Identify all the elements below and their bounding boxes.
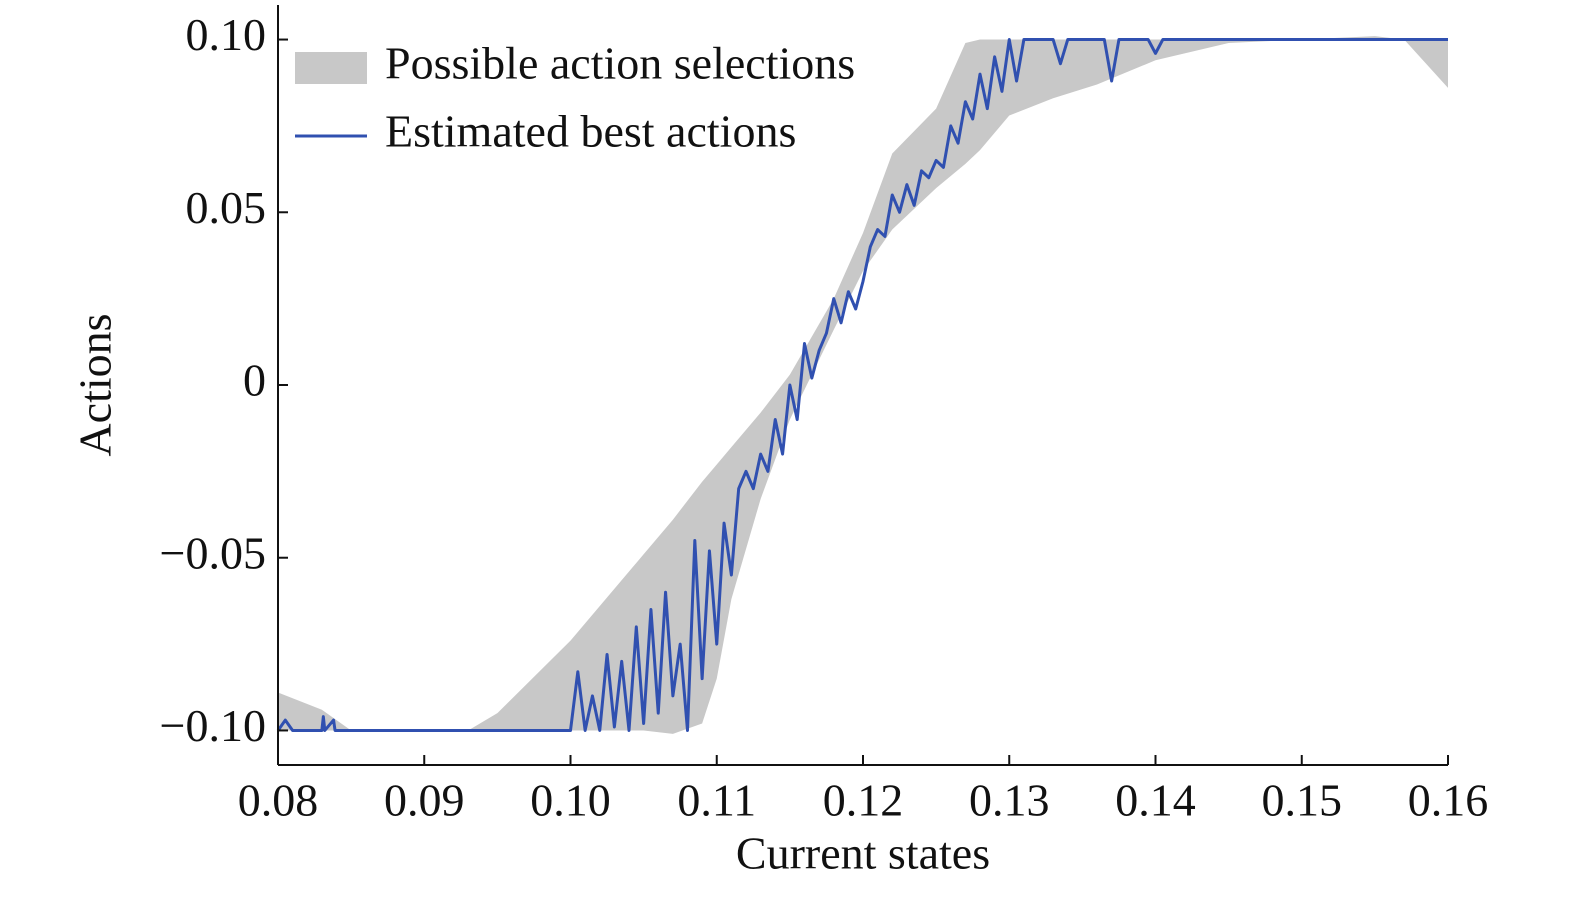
y-tick-label: −0.05 bbox=[160, 527, 266, 578]
x-tick-label: 0.14 bbox=[1115, 775, 1196, 826]
legend-label: Estimated best actions bbox=[385, 106, 796, 157]
x-tick-label: 0.12 bbox=[823, 775, 904, 826]
y-tick-label: 0.10 bbox=[186, 9, 267, 60]
x-tick-label: 0.10 bbox=[530, 775, 611, 826]
x-axis-label: Current states bbox=[736, 828, 990, 879]
legend-label: Possible action selections bbox=[385, 38, 855, 89]
best-action-line bbox=[276, 38, 1448, 732]
x-tick-label: 0.11 bbox=[677, 775, 756, 826]
x-tick-label: 0.09 bbox=[384, 775, 465, 826]
y-tick-label: 0 bbox=[243, 355, 266, 406]
x-tick-label: 0.16 bbox=[1408, 775, 1489, 826]
x-tick-label: 0.15 bbox=[1262, 775, 1343, 826]
legend-swatch bbox=[295, 52, 367, 84]
y-axis-label: Actions bbox=[70, 313, 121, 456]
y-tick-label: 0.05 bbox=[186, 182, 267, 233]
x-tick-label: 0.13 bbox=[969, 775, 1050, 826]
y-tick-label: −0.10 bbox=[160, 700, 266, 751]
x-tick-label: 0.08 bbox=[238, 775, 319, 826]
